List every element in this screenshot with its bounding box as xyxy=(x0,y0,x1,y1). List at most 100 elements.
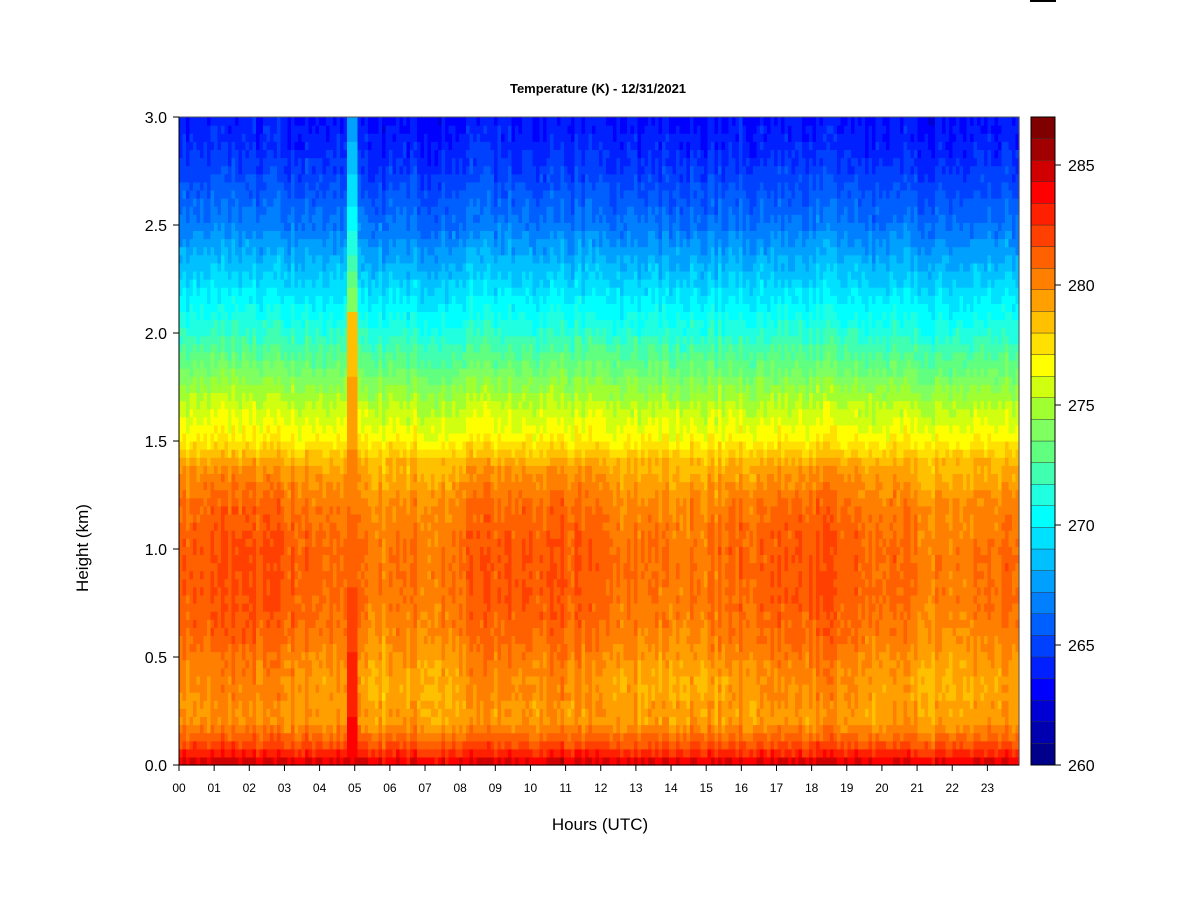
heatmap-cell xyxy=(242,522,247,531)
heatmap-cell xyxy=(326,659,331,669)
heatmap-cell xyxy=(354,133,359,142)
heatmap-cell xyxy=(340,740,345,750)
heatmap-cell xyxy=(189,465,194,474)
heatmap-cell xyxy=(193,262,198,272)
heatmap-cell xyxy=(238,270,243,280)
heatmap-cell xyxy=(287,270,292,280)
heatmap-cell xyxy=(263,125,268,134)
heatmap-cell xyxy=(217,424,222,434)
heatmap-cell xyxy=(252,416,257,426)
heatmap-cell xyxy=(333,538,338,547)
heatmap-cell xyxy=(200,368,205,377)
heatmap-cell xyxy=(368,408,373,418)
heatmap-cell xyxy=(343,513,348,523)
heatmap-cell xyxy=(294,181,299,191)
heatmap-cell xyxy=(193,214,198,223)
heatmap-cell xyxy=(224,238,229,248)
heatmap-cell xyxy=(287,522,292,531)
heatmap-cell xyxy=(340,708,345,717)
heatmap-cell xyxy=(329,756,334,766)
heatmap-cell xyxy=(375,481,380,491)
heatmap-cell xyxy=(371,522,376,531)
heatmap-cell xyxy=(305,327,310,337)
heatmap-cell xyxy=(203,481,208,491)
heatmap-cell xyxy=(305,457,310,466)
heatmap-cell xyxy=(270,619,275,628)
heatmap-cell xyxy=(319,238,324,248)
heatmap-cell xyxy=(347,311,352,321)
heatmap-cell xyxy=(333,408,338,418)
heatmap-cell xyxy=(270,368,275,377)
heatmap-cell xyxy=(214,740,219,750)
heatmap-cell xyxy=(210,513,215,523)
heatmap-cell xyxy=(298,287,303,296)
heatmap-cell xyxy=(221,756,226,766)
heatmap-cell xyxy=(312,530,317,539)
heatmap-cell xyxy=(217,684,222,693)
heatmap-cell xyxy=(340,384,345,393)
heatmap-cell xyxy=(375,351,380,361)
heatmap-cell xyxy=(182,724,187,734)
heatmap-cell xyxy=(210,408,215,418)
heatmap-cell xyxy=(354,222,359,231)
heatmap-cell xyxy=(256,619,261,628)
heatmap-cell xyxy=(221,432,226,442)
heatmap-cell xyxy=(245,611,250,620)
heatmap-cell xyxy=(200,449,205,458)
heatmap-cell xyxy=(284,708,289,717)
heatmap-cell xyxy=(179,189,184,199)
heatmap-cell xyxy=(203,384,208,393)
heatmap-cell xyxy=(329,230,334,240)
heatmap-cell xyxy=(263,538,268,547)
heatmap-cell xyxy=(308,149,313,159)
heatmap-cell xyxy=(371,189,376,199)
heatmap-cell xyxy=(350,351,355,361)
heatmap-cell xyxy=(378,384,383,393)
heatmap-cell xyxy=(256,692,261,701)
heatmap-cell xyxy=(291,222,296,231)
heatmap-cell xyxy=(245,627,250,636)
heatmap-cell xyxy=(308,732,313,742)
heatmap-cell xyxy=(235,513,240,523)
heatmap-cell xyxy=(326,230,331,240)
heatmap-cell xyxy=(200,756,205,766)
heatmap-cell xyxy=(364,230,369,240)
heatmap-cell xyxy=(298,384,303,393)
heatmap-cell xyxy=(347,133,352,142)
heatmap-cell xyxy=(354,368,359,377)
heatmap-cell xyxy=(308,570,313,580)
heatmap-cell xyxy=(280,748,285,758)
heatmap-cell xyxy=(242,262,247,272)
heatmap-cell xyxy=(224,295,229,304)
heatmap-cell xyxy=(235,570,240,580)
heatmap-cell xyxy=(245,254,250,264)
heatmap-cell xyxy=(207,408,212,418)
heatmap-cell xyxy=(256,206,261,215)
heatmap-cell xyxy=(228,165,233,175)
heatmap-cell xyxy=(333,319,338,329)
heatmap-cell xyxy=(200,181,205,191)
heatmap-cell xyxy=(378,173,383,183)
heatmap-cell xyxy=(336,594,341,604)
heatmap-cell xyxy=(266,287,271,296)
heatmap-cell xyxy=(196,635,201,645)
heatmap-cell xyxy=(284,546,289,555)
heatmap-cell xyxy=(179,594,184,604)
heatmap-cell xyxy=(396,667,401,677)
heatmap-cell xyxy=(329,489,334,499)
heatmap-cell xyxy=(329,643,334,653)
heatmap-cell xyxy=(308,643,313,653)
heatmap-cell xyxy=(305,214,310,223)
heatmap-cell xyxy=(252,489,257,499)
heatmap-cell xyxy=(266,360,271,369)
heatmap-cell xyxy=(385,611,390,620)
heatmap-cell xyxy=(392,254,397,264)
heatmap-cell xyxy=(235,214,240,223)
heatmap-cell xyxy=(315,254,320,264)
heatmap-cell xyxy=(368,133,373,142)
heatmap-cell xyxy=(389,724,394,734)
heatmap-cell xyxy=(368,368,373,377)
heatmap-cell xyxy=(375,165,380,175)
heatmap-cell xyxy=(329,222,334,231)
heatmap-cell xyxy=(186,432,191,442)
